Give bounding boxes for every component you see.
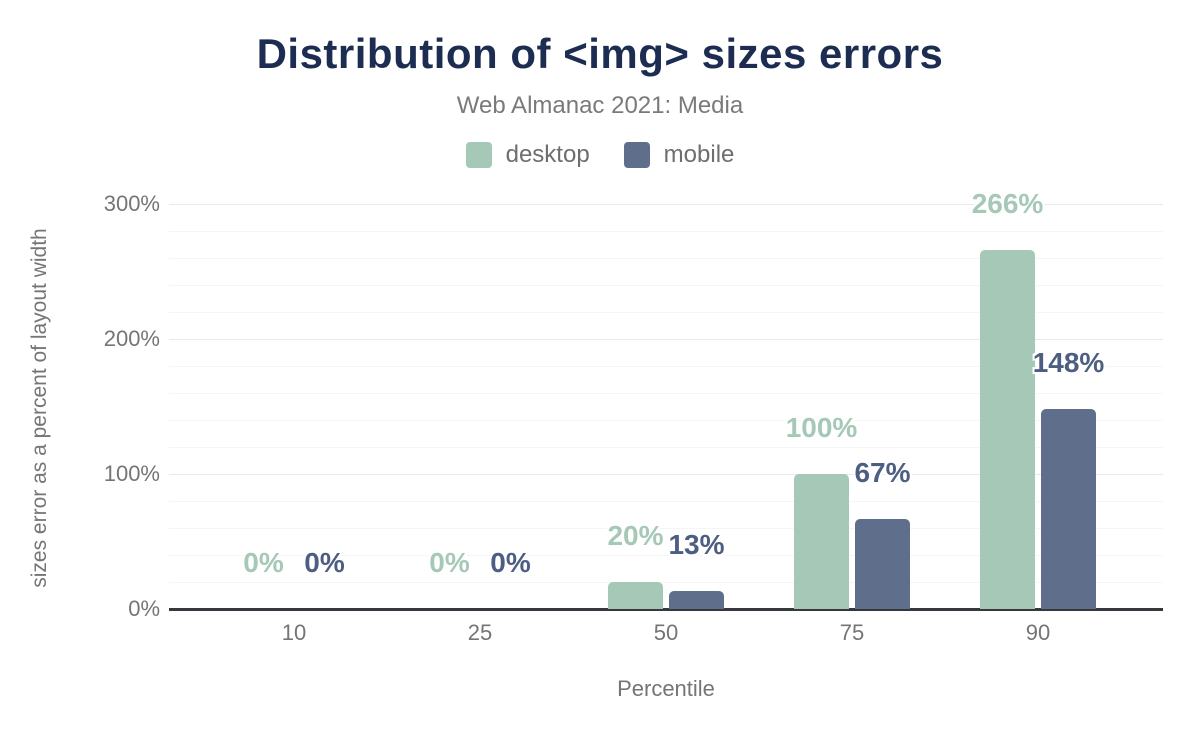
- legend-item-desktop: desktop: [465, 141, 590, 169]
- minor-gridline-20: [169, 581, 1163, 583]
- data-label-desktop-p90: 266%: [971, 187, 1044, 219]
- minor-gridline-220: [169, 311, 1163, 313]
- data-label-desktop-p75: 100%: [785, 412, 858, 443]
- data-label-desktop-p10: 0%: [243, 547, 284, 578]
- minor-gridline-160: [169, 392, 1163, 394]
- y-axis-title: sizes error as a percent of layout width: [28, 228, 51, 588]
- data-label-mobile-p90: 148%: [1032, 347, 1105, 379]
- plot-area: 0% 0% 0% 0% 20% 13% 100% 67% 266% 148%: [169, 188, 1163, 611]
- major-gridline-200: [169, 338, 1163, 340]
- data-label-desktop-p25: 0%: [429, 547, 470, 578]
- bar-desktop-p50: [608, 582, 663, 609]
- data-label-mobile-p75: 67%: [854, 456, 911, 488]
- major-gridline-300: [169, 203, 1163, 205]
- minor-gridline-180: [169, 365, 1163, 367]
- bar-desktop-p75: [794, 474, 849, 609]
- minor-gridline-240: [169, 284, 1163, 286]
- data-label-mobile-p25: 0%: [490, 547, 531, 578]
- data-label-desktop-p50: 20%: [607, 520, 664, 551]
- minor-gridline-120: [169, 446, 1163, 448]
- bar-mobile-p75: [855, 518, 910, 609]
- y-tick-0: 0%: [128, 596, 160, 621]
- y-tick-100: 100%: [103, 461, 160, 486]
- data-label-mobile-p10: 0%: [304, 547, 345, 578]
- x-axis-line: [169, 608, 1163, 611]
- x-tick-90: 90: [1025, 620, 1051, 645]
- legend-label-desktop: desktop: [505, 141, 590, 168]
- legend-item-mobile: mobile: [623, 141, 735, 169]
- legend-label-mobile: mobile: [663, 141, 735, 168]
- bar-desktop-p90: [980, 249, 1035, 609]
- chart-subtitle: Web Almanac 2021: Media: [456, 92, 744, 119]
- minor-gridline-260: [169, 257, 1163, 259]
- x-axis-title: Percentile: [617, 676, 715, 701]
- bar-mobile-p90: [1041, 409, 1096, 609]
- chart-title: Distribution of <img> sizes errors: [256, 30, 944, 77]
- x-tick-10: 10: [281, 620, 307, 645]
- bar-mobile-p50: [669, 591, 724, 609]
- x-tick-75: 75: [839, 620, 865, 645]
- legend: desktop mobile: [0, 141, 1200, 169]
- y-tick-200: 200%: [103, 326, 160, 351]
- minor-gridline-80: [169, 500, 1163, 502]
- minor-gridline-280: [169, 230, 1163, 232]
- minor-gridline-60: [169, 527, 1163, 529]
- x-tick-50: 50: [653, 620, 679, 645]
- minor-gridline-140: [169, 419, 1163, 421]
- mobile-swatch-icon: [623, 142, 650, 168]
- major-gridline-100: [169, 473, 1163, 475]
- minor-gridline-40: [169, 554, 1163, 556]
- desktop-swatch-icon: [465, 142, 492, 168]
- x-tick-25: 25: [467, 620, 493, 645]
- data-label-mobile-p50: 13%: [668, 529, 725, 561]
- y-tick-300: 300%: [103, 191, 160, 216]
